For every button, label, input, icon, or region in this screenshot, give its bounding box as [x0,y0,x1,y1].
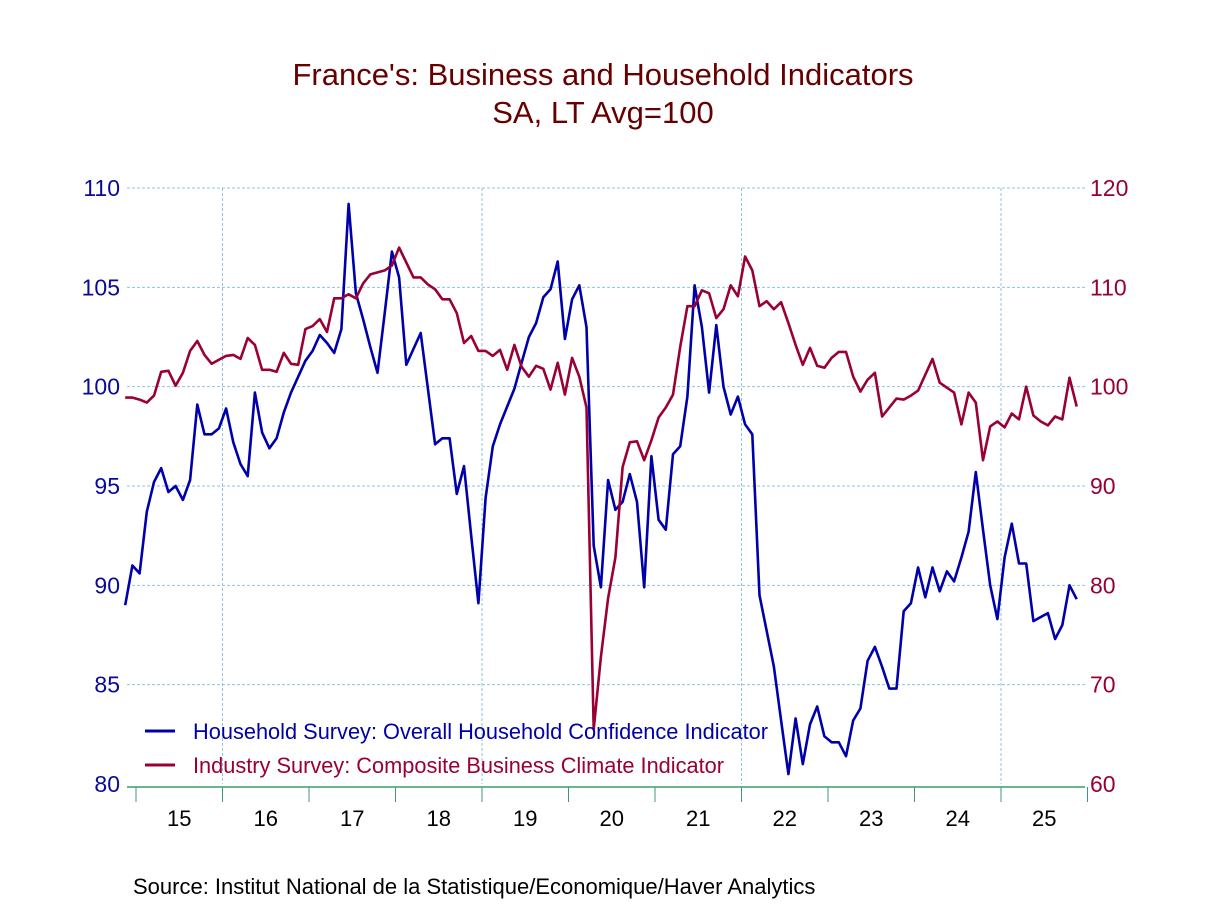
left-tick-label: 80 [94,771,120,797]
chart-title: France's: Business and Household Indicat… [292,57,913,92]
right-tick-label: 100 [1090,374,1128,400]
x-tick-label: 18 [427,806,451,831]
left-tick-label: 90 [94,572,120,598]
household-confidence-line [123,202,1078,776]
legend: Household Survey: Overall Household Conf… [145,719,768,778]
x-tick-label: 17 [340,806,364,831]
right-tick-label: 110 [1090,274,1127,300]
right-tick-label: 120 [1090,175,1128,201]
x-tick-label: 25 [1032,806,1056,831]
x-tick-label: 22 [773,806,797,831]
right-tick-label: 60 [1090,771,1116,797]
left-tick-label: 110 [83,175,120,201]
right-tick-label: 90 [1090,473,1116,499]
right-tick-label: 80 [1090,572,1116,598]
left-tick-label: 100 [82,374,120,400]
x-tick-label: 21 [686,806,710,831]
legend-label: Household Survey: Overall Household Conf… [193,719,768,744]
x-tick-label: 20 [600,806,624,831]
x-tick-label: 15 [167,806,191,831]
chart-subtitle: SA, LT Avg=100 [492,95,713,130]
legend-label: Industry Survey: Composite Business Clim… [193,753,724,778]
x-tick-label: 23 [859,806,883,831]
series-lines [123,202,1078,776]
left-tick-label: 85 [94,672,120,698]
source-note: Source: Institut National de la Statisti… [133,874,815,899]
left-tick-label: 95 [94,473,120,499]
left-tick-label: 105 [82,274,120,300]
gridlines [127,187,1085,784]
right-tick-label: 70 [1090,672,1116,698]
axes: 80 85 90 95 100 105 110 60 70 80 90 100 110 120 15 16 17… [82,175,1129,831]
x-tick-label: 19 [513,806,537,831]
x-tick-label: 24 [946,806,970,831]
x-tick-label: 16 [254,806,278,831]
business-climate-line [125,246,1078,731]
